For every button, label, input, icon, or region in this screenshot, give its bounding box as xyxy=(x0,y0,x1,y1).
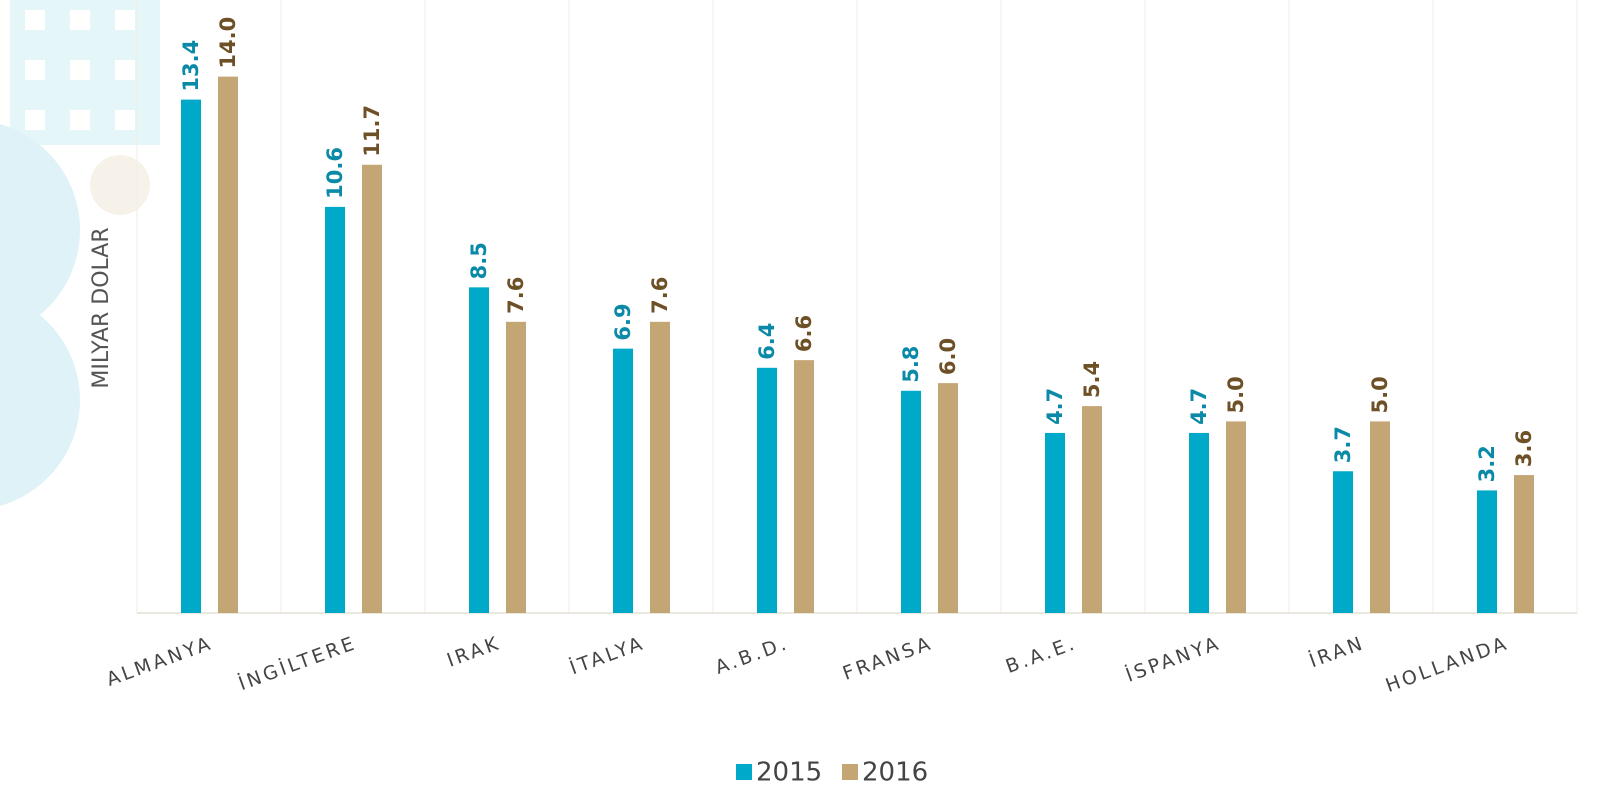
value-label: 3.7 xyxy=(1331,426,1355,463)
value-label: 14.0 xyxy=(216,17,240,69)
value-label: 7.6 xyxy=(504,277,528,314)
value-label: 4.7 xyxy=(1187,388,1211,425)
value-label: 7.6 xyxy=(648,277,672,314)
bar xyxy=(650,321,670,613)
bar xyxy=(757,367,777,613)
value-label: 5.8 xyxy=(899,346,923,383)
x-tick-label: FRANSA xyxy=(840,632,936,685)
value-label: 6.6 xyxy=(792,315,816,352)
bar xyxy=(794,360,814,613)
bar xyxy=(1082,406,1102,613)
x-tick-label: HOLLANDA xyxy=(1383,632,1512,697)
bar xyxy=(1514,475,1534,613)
bar xyxy=(1189,432,1209,613)
x-tick-label: ALMANYA xyxy=(104,632,216,691)
x-tick-label: A.B.D. xyxy=(712,632,791,679)
x-tick-label: İSPANYA xyxy=(1123,631,1224,687)
x-tick-label: İRAN xyxy=(1306,631,1368,672)
x-tick-label: İTALYA xyxy=(567,631,648,679)
x-tick-label: IRAK xyxy=(444,632,504,672)
bar xyxy=(613,348,633,613)
bar xyxy=(218,76,238,613)
value-label: 10.6 xyxy=(323,147,347,199)
value-label: 5.4 xyxy=(1080,361,1104,398)
legend-swatch xyxy=(842,764,858,780)
value-label: 4.7 xyxy=(1043,388,1067,425)
legend-label: 2016 xyxy=(862,758,928,788)
legend-swatch xyxy=(736,764,752,780)
bar xyxy=(901,390,921,613)
bar xyxy=(1333,471,1353,613)
value-label: 6.9 xyxy=(611,303,635,340)
x-tick-label: İNGİLTERE xyxy=(235,631,359,695)
value-label: 5.0 xyxy=(1368,376,1392,413)
bar xyxy=(506,321,526,613)
plot-area: ALMANYA 13.4 14.0 İNGİLTERE 10.6 11.7 IRAK 8.5 7… xyxy=(104,0,1578,788)
bar xyxy=(1226,421,1246,613)
y-axis-label: MILYAR DOLAR xyxy=(89,227,114,388)
value-label: 6.0 xyxy=(936,338,960,375)
x-tick-label: B.A.E. xyxy=(1003,632,1080,678)
value-label: 8.5 xyxy=(467,242,491,279)
value-label: 6.4 xyxy=(755,323,779,360)
value-label: 11.7 xyxy=(360,105,384,157)
value-label: 5.0 xyxy=(1224,376,1248,413)
value-label: 3.2 xyxy=(1475,445,1499,482)
bar xyxy=(1045,432,1065,613)
bar xyxy=(938,383,958,613)
bar xyxy=(181,99,201,614)
bar xyxy=(362,164,382,613)
bar xyxy=(1370,421,1390,613)
value-label: 13.4 xyxy=(179,40,203,92)
bar xyxy=(469,287,489,613)
legend-label: 2015 xyxy=(756,758,822,788)
bar xyxy=(1477,490,1497,613)
bar xyxy=(325,206,345,613)
decoration xyxy=(0,0,160,506)
value-label: 3.6 xyxy=(1512,430,1536,467)
